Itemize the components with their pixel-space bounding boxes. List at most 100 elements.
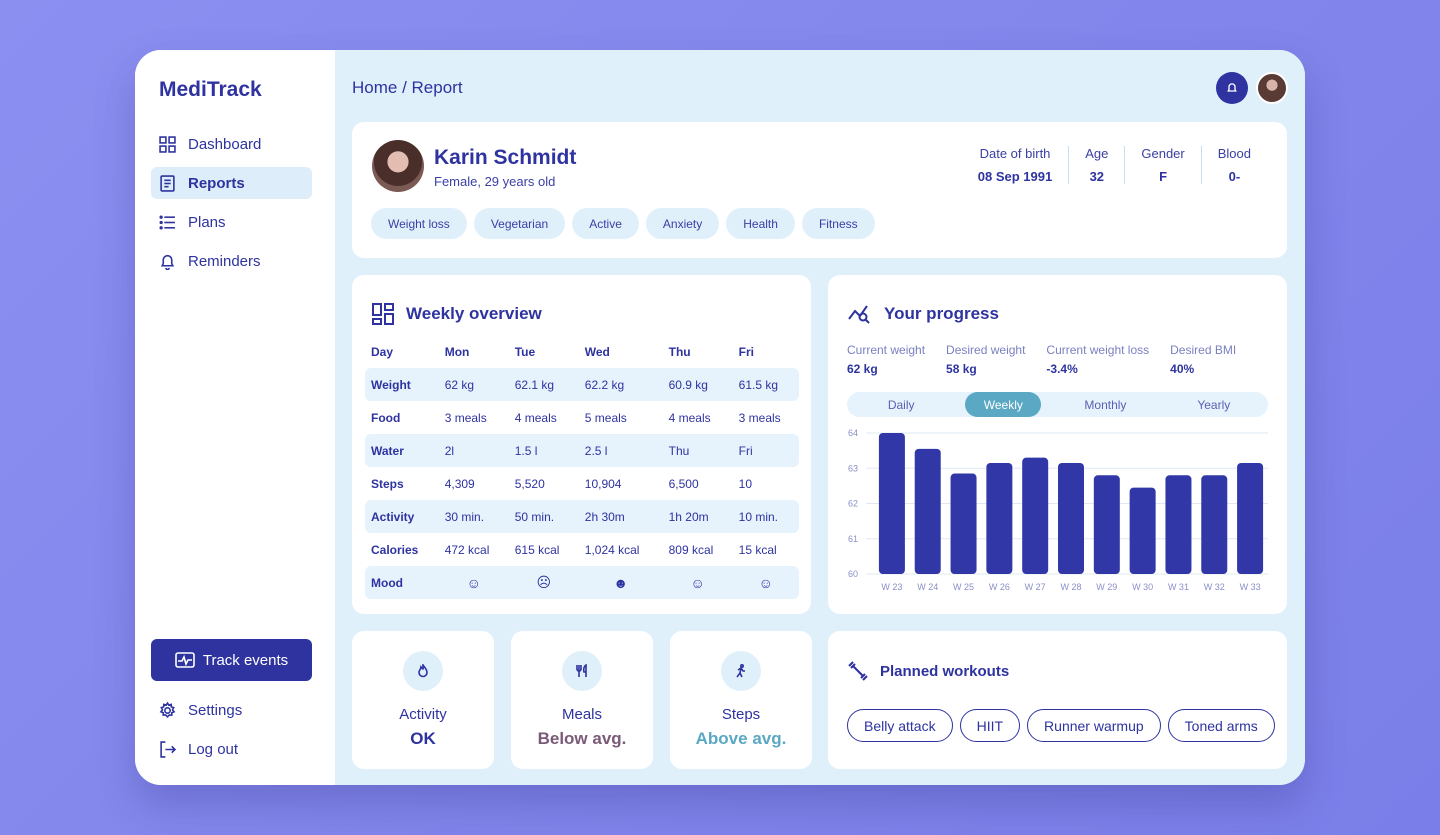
stat-value: 0-: [1228, 169, 1241, 184]
gear-icon: [159, 701, 176, 718]
track-events-label: Track events: [202, 651, 289, 669]
workout-chip[interactable]: HIIT: [959, 709, 1021, 742]
track-events-button[interactable]: Track events: [151, 639, 312, 681]
progress-card: Your progress Current weight 62 kg Desir…: [828, 275, 1287, 614]
table-cell: 30 min.: [438, 500, 509, 533]
breadcrumb: Home / Report: [352, 78, 463, 97]
stat-date-of-birth: Date of birth 08 Sep 1991: [962, 146, 1068, 184]
period-tab-monthly[interactable]: Monthly: [1084, 397, 1127, 412]
tag-chip[interactable]: Health: [726, 208, 795, 239]
stat-gender: Gender F: [1124, 146, 1200, 184]
metric-label: Desired weight: [946, 343, 1026, 357]
x-tick-label: W 29: [1096, 582, 1117, 592]
bell-icon: [160, 254, 175, 270]
tag-chip[interactable]: Active: [572, 208, 639, 239]
metric-desired-weight: Desired weight 58 kg: [946, 343, 1025, 376]
tag-chip[interactable]: Fitness: [801, 208, 875, 239]
table-cell: 61.5 kg: [732, 368, 799, 401]
table-cell: 62 kg: [438, 368, 509, 401]
table-cell: 50 min.: [508, 500, 579, 533]
sidebar-item-logout[interactable]: Log out: [151, 733, 312, 765]
sidebar-item-reminders[interactable]: Reminders: [151, 245, 312, 277]
meals-icon: [562, 651, 602, 691]
card-title-text: Planned workouts: [880, 662, 1010, 680]
sidebar-item-dashboard[interactable]: Dashboard: [151, 128, 312, 160]
metric-desired-bmi: Desired BMI 40%: [1170, 343, 1236, 376]
table-cell: 1h 20m: [662, 500, 733, 533]
table-cell: 3 meals: [738, 410, 781, 425]
column-header: Day: [371, 344, 394, 359]
bar-w25[interactable]: [950, 473, 977, 574]
profile-subtitle: Female, 29 years old: [434, 174, 556, 189]
card-title-text: Weekly overview: [406, 304, 542, 323]
metric-current-weight: Current weight 62 kg: [847, 343, 925, 376]
row-label: Steps: [371, 476, 404, 491]
bar-w33[interactable]: [1237, 462, 1264, 574]
summary-value: Above avg.: [695, 729, 787, 748]
metric-weight-loss: Current weight loss -3.4%: [1046, 343, 1149, 376]
bar-w24[interactable]: [914, 448, 941, 574]
sidebar-item-plans[interactable]: Plans: [151, 206, 312, 238]
tag-chip[interactable]: Vegetarian: [473, 208, 566, 239]
profile-tags: Weight loss Vegetarian Active Anxiety He…: [371, 208, 875, 239]
dashboard-icon: [372, 303, 394, 325]
weekly-overview-title: Weekly overview: [372, 303, 542, 325]
pulse-icon: [175, 652, 195, 668]
metric-label: Desired BMI: [1170, 343, 1237, 357]
workout-chip[interactable]: Toned arms: [1167, 709, 1275, 742]
x-tick-label: W 30: [1132, 582, 1153, 592]
app-logo: MediTrack: [159, 78, 262, 101]
summary-card-activity: Activity OK: [352, 631, 494, 769]
stat-value: 08 Sep 1991: [977, 169, 1053, 184]
column-header: Wed: [584, 344, 610, 359]
table-cell: 62.1 kg: [508, 368, 579, 401]
grid-icon: [159, 135, 176, 153]
profile-name: Karin Schmidt: [434, 146, 577, 169]
bar-w30[interactable]: [1129, 487, 1156, 574]
period-tab-weekly[interactable]: Weekly: [965, 392, 1042, 417]
x-tick-label: W 27: [1025, 582, 1046, 592]
period-tab-yearly[interactable]: Yearly: [1197, 397, 1231, 412]
user-avatar[interactable]: [1256, 72, 1288, 104]
bar-w31[interactable]: [1165, 475, 1192, 574]
row-label: Calories: [371, 542, 419, 557]
steps-icon: [721, 651, 761, 691]
bar-w27[interactable]: [1022, 457, 1049, 574]
bar-w28[interactable]: [1058, 462, 1084, 574]
bar-w26[interactable]: [986, 462, 1013, 574]
table-row: Calories 472 kcal 615 kcal 1,024 kcal 80…: [365, 533, 799, 566]
stat-blood: Blood 0-: [1200, 146, 1267, 184]
table-cell: Fri: [732, 434, 799, 467]
table-cell: 4 meals: [514, 410, 557, 425]
x-tick-label: W 26: [989, 582, 1010, 592]
table-cell: 2.5 l: [578, 434, 663, 467]
table-cell: 3 meals: [444, 410, 487, 425]
x-tick-label: W 33: [1240, 582, 1261, 592]
sidebar-item-label: Reports: [188, 174, 245, 192]
table-cell: 10: [738, 476, 752, 491]
mood-icon: ☺: [732, 566, 799, 599]
sidebar: MediTrack Dashboard Reports Plans Remind…: [135, 50, 335, 785]
table-cell: 5 meals: [584, 410, 627, 425]
sidebar-item-reports[interactable]: Reports: [151, 167, 312, 199]
mood-icon: ☺: [438, 566, 509, 599]
table-cell: 1.5 l: [508, 434, 579, 467]
tag-chip[interactable]: Weight loss: [371, 208, 467, 239]
notifications-button[interactable]: [1216, 72, 1248, 104]
bell-icon: [1227, 83, 1237, 92]
period-tab-daily[interactable]: Daily: [887, 397, 915, 412]
table-row: Steps 4,309 5,520 10,904 6,500 10: [365, 467, 799, 500]
sidebar-nav: Dashboard Reports Plans Reminders: [151, 128, 312, 284]
mood-icon: ☹: [508, 566, 579, 599]
bar-w32[interactable]: [1201, 475, 1228, 574]
sidebar-item-settings[interactable]: Settings: [151, 694, 312, 726]
stat-value: F: [1159, 169, 1168, 184]
workout-chip[interactable]: Runner warmup: [1027, 709, 1161, 742]
workout-chip[interactable]: Belly attack: [847, 709, 953, 742]
bar-w29[interactable]: [1093, 475, 1120, 574]
bar-w23[interactable]: [878, 433, 905, 574]
tag-chip[interactable]: Anxiety: [645, 208, 720, 239]
planned-workouts-card: Planned workouts Belly attack HIIT Runne…: [828, 631, 1287, 769]
table-cell: 809 kcal: [668, 542, 714, 557]
workout-list: Belly attack HIIT Runner warmup Toned ar…: [847, 709, 1275, 742]
